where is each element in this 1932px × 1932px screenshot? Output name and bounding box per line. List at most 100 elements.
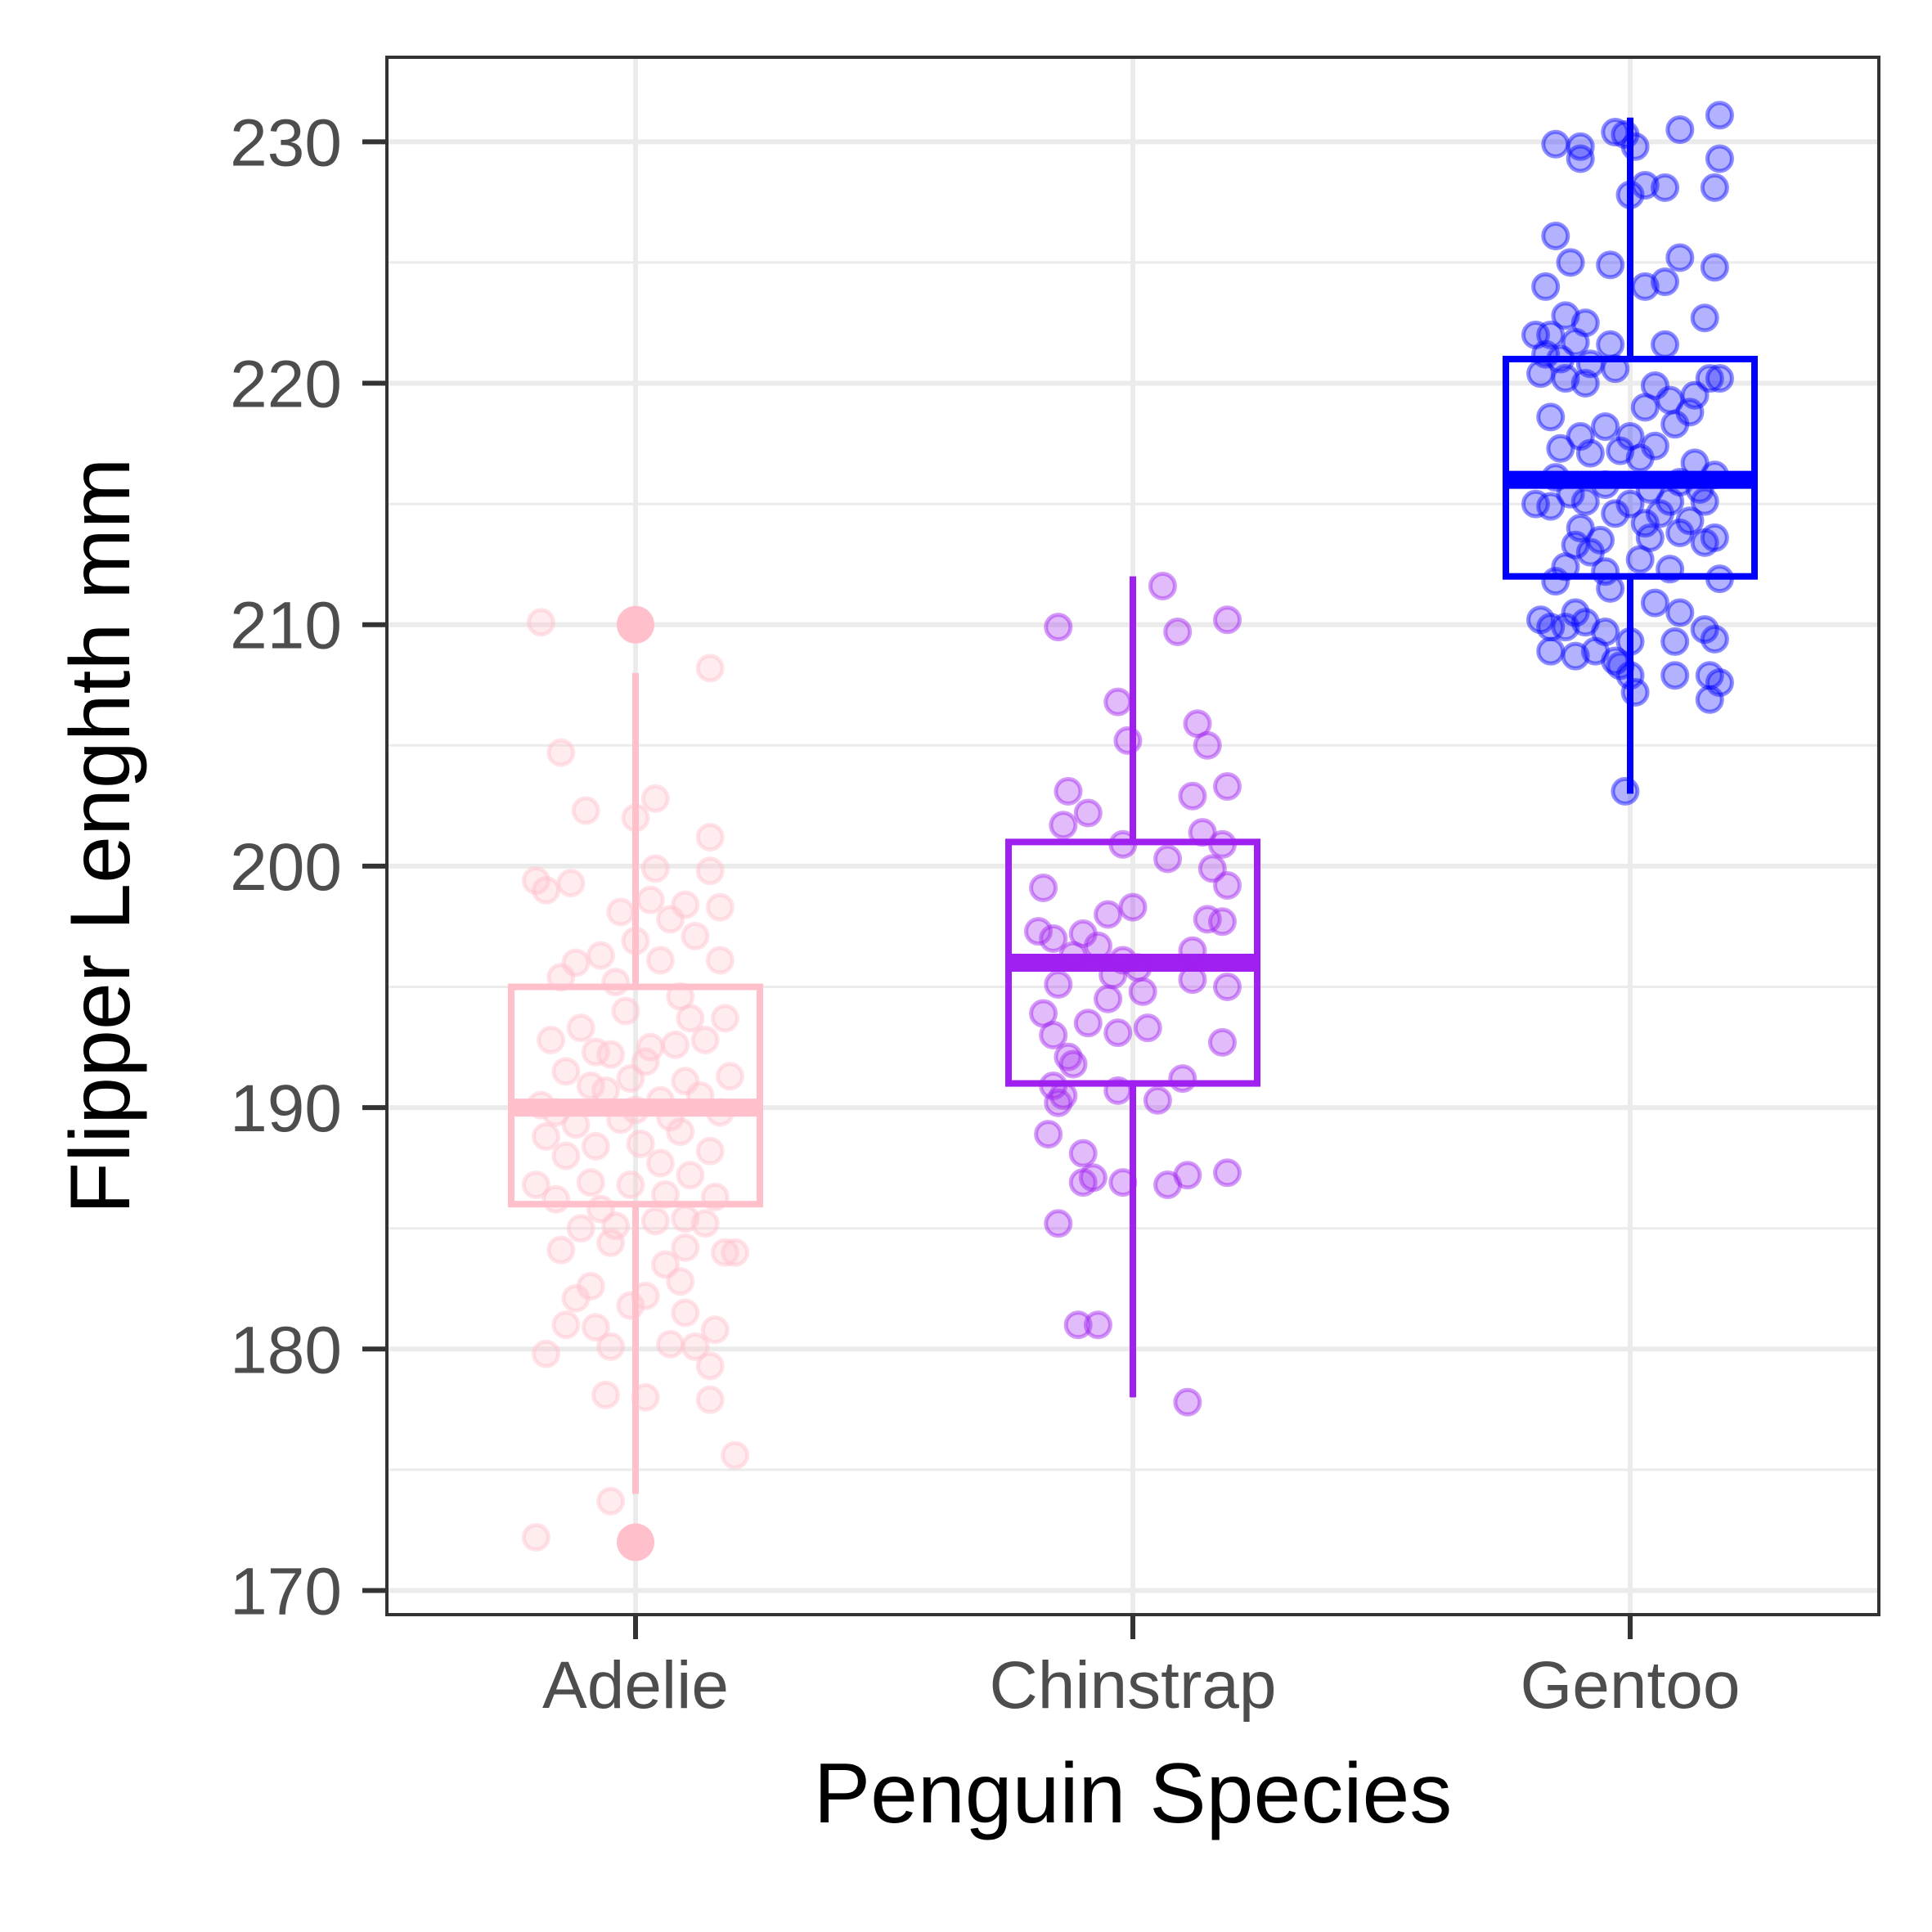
data-point [671,1204,700,1233]
data-point [1143,1085,1172,1115]
data-point [705,946,735,975]
data-point [526,1090,555,1120]
data-point [705,892,735,922]
data-point [1660,627,1690,656]
data-point [1665,468,1695,497]
data-point [1213,605,1242,635]
data-point [1695,364,1724,393]
data-point [1591,470,1620,499]
data-point [1630,170,1660,200]
data-point [1039,1072,1068,1101]
data-point [1561,530,1590,559]
data-point [1083,931,1112,960]
data-point [1541,463,1570,492]
data-point [1651,330,1680,359]
data-point [1118,892,1148,922]
data-point [1690,615,1719,645]
data-point [1148,571,1177,600]
data-point [1690,487,1719,516]
data-point [1700,253,1729,282]
data-point [1073,798,1103,828]
data-point [695,856,725,886]
data-point [1606,436,1635,465]
data-point [601,968,631,997]
data-point [606,897,636,927]
data-point [1536,636,1566,666]
data-point [601,1211,631,1241]
data-point [581,1131,610,1161]
data-point [1586,525,1615,555]
data-point [1207,907,1237,937]
data-point [556,869,586,898]
data-point [1536,320,1566,349]
data-point [611,996,640,1026]
data-point [1551,364,1580,393]
data-point [666,982,695,1011]
data-point [1566,144,1595,173]
data-point [1039,923,1068,953]
data-point [1193,905,1222,934]
data-point [526,608,555,637]
data-point [1044,970,1073,1000]
data-point [645,1148,675,1178]
data-point [1630,393,1660,422]
data-point [1049,1081,1078,1110]
data-point [650,1179,680,1209]
data-point [721,1440,750,1470]
data-point [1566,421,1595,451]
data-point [1541,567,1570,596]
box-gentoo [1503,117,1758,794]
data-point [685,1081,715,1110]
data-point [671,1298,700,1328]
data-point [576,1168,605,1197]
data-point [1551,613,1580,642]
data-point [1526,605,1556,635]
data-point [1526,359,1556,389]
data-point [1596,250,1625,280]
data-point [1660,661,1690,690]
data-point [1615,627,1645,656]
data-point [1108,1168,1138,1197]
data-point [1213,972,1242,1001]
data-point [586,1194,615,1224]
data-point [1058,1049,1088,1079]
data-point [656,1103,685,1132]
data-point [621,1095,650,1125]
data-point [581,1037,610,1067]
data-point [1705,144,1734,173]
data-point [1063,1310,1093,1340]
data-point [1054,776,1083,806]
data-point [521,866,550,896]
data-point [1705,364,1734,393]
data-point [1153,1170,1183,1200]
data-point [616,1170,645,1200]
data-point [1570,608,1600,637]
box-layer [508,117,1758,1561]
data-point [1099,960,1128,990]
data-point [591,1380,621,1409]
data-point [1068,1168,1098,1197]
data-point [1601,646,1630,676]
data-point [631,1047,660,1076]
box-iqr [1503,355,1758,580]
data-point [1660,410,1690,439]
y-tick-label: 220 [230,348,342,422]
data-point [1575,349,1605,379]
data-point [1556,479,1585,509]
y-tick-label: 170 [230,1554,342,1629]
data-point [1108,946,1138,975]
data-point [640,1206,670,1236]
data-point [1068,919,1098,949]
data-point [1690,528,1719,557]
data-point [1561,598,1590,627]
outlier-point [617,1523,654,1561]
data-point [1213,871,1242,901]
data-point [551,1141,581,1170]
data-point [1596,573,1625,603]
data-point [532,1339,561,1368]
data-point [700,1182,730,1211]
data-point [1640,371,1669,400]
data-point [1546,434,1575,463]
data-point [1561,327,1590,357]
